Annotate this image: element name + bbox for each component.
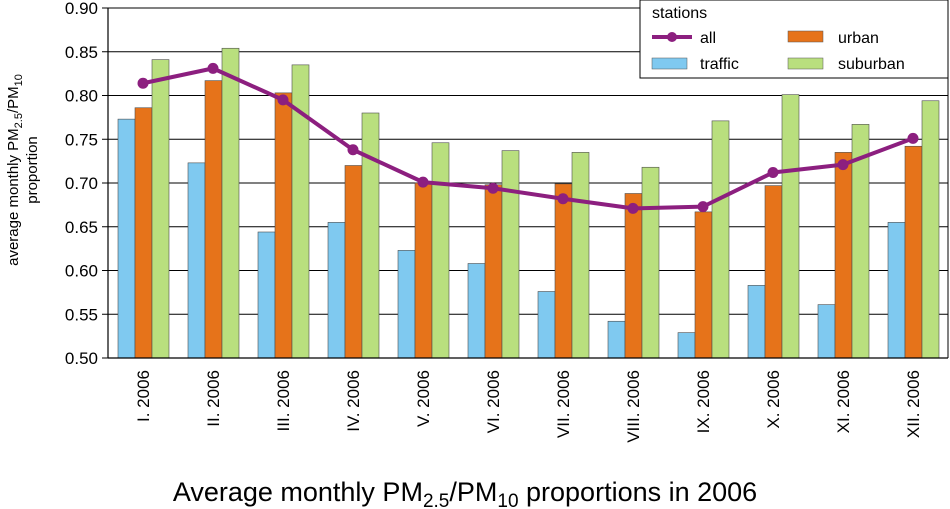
bar-suburban (571, 152, 590, 359)
point-all (417, 176, 429, 188)
legend-all-swatch-marker (667, 32, 677, 42)
x-tick-label: IX. 2006 (694, 370, 713, 433)
x-tick-label: V. 2006 (414, 370, 433, 427)
legend-traffic-swatch (651, 57, 688, 70)
x-tick-label: III. 2006 (274, 370, 293, 431)
bar-suburban (781, 94, 800, 359)
bar-traffic (327, 222, 346, 359)
point-all (347, 144, 359, 156)
bar-traffic (677, 332, 696, 359)
x-tick-label: VI. 2006 (484, 370, 503, 433)
y-tick-label: 0.90 (65, 0, 98, 18)
bar-suburban (431, 142, 450, 359)
bar-suburban (151, 59, 170, 359)
bar-urban (344, 165, 363, 359)
bar-suburban (641, 166, 660, 359)
y-tick-label: 0.60 (65, 262, 98, 281)
bar-traffic (887, 222, 906, 359)
bar-urban (904, 145, 923, 359)
bar-traffic (117, 118, 136, 359)
bar-urban (414, 182, 433, 359)
y-axis-title: average monthly PM2.5/PM10 (5, 74, 25, 266)
bar-traffic (747, 285, 766, 359)
y-tick-label: 0.80 (65, 87, 98, 106)
legend-urban-swatch (787, 30, 824, 43)
bar-traffic (257, 231, 276, 359)
bar-urban (764, 185, 783, 359)
bar-suburban (501, 150, 520, 359)
point-all (837, 159, 849, 171)
y-tick-label: 0.65 (65, 218, 98, 237)
legend-label-all: all (700, 30, 716, 47)
bar-urban (134, 107, 153, 359)
y-tick-label: 0.70 (65, 174, 98, 193)
point-all (487, 182, 499, 194)
y-axis-title-line2: proportion (24, 136, 41, 204)
bar-urban (624, 193, 643, 359)
x-tick-label: XI. 2006 (834, 370, 853, 433)
bar-traffic (537, 291, 556, 359)
bar-traffic (467, 263, 486, 359)
bar-traffic (817, 304, 836, 359)
bar-urban (554, 183, 573, 359)
x-tick-label: II. 2006 (204, 370, 223, 427)
point-all (277, 94, 289, 106)
bar-suburban (361, 112, 380, 359)
x-tick-label: XII. 2006 (904, 370, 923, 438)
bar-suburban (921, 100, 940, 359)
legend: stations all urban traffic suburban (639, 0, 949, 79)
x-tick-label: VIII. 2006 (624, 370, 643, 443)
y-tick-label: 0.50 (65, 349, 98, 368)
chart-title: Average monthly PM2.5/PM10 proportions i… (173, 477, 757, 509)
point-all (697, 201, 709, 213)
bar-urban (694, 211, 713, 359)
y-tick-label: 0.75 (65, 130, 98, 149)
x-tick-labels: I. 2006 II. 2006 III. 2006 IV. 2006 V. 2006 V… (134, 370, 923, 443)
y-tick-labels: 0.50 0.55 0.60 0.65 0.70 0.75 0.80 0.85 0.90 (65, 0, 98, 368)
bar-suburban (711, 120, 730, 359)
bar-urban (204, 80, 223, 359)
bar-traffic (607, 320, 626, 359)
legend-title: stations (652, 5, 707, 22)
bar-urban (484, 184, 503, 359)
legend-suburban-swatch (787, 57, 824, 70)
x-tick-label: IV. 2006 (344, 370, 363, 432)
point-all (767, 167, 779, 178)
x-tick-label: I. 2006 (134, 370, 153, 422)
series-line-all (142, 66, 914, 211)
bar-traffic (397, 250, 416, 359)
legend-label-suburban: suburban (838, 56, 905, 73)
point-all (627, 202, 639, 214)
all-series-line (137, 62, 919, 214)
x-tick-label: X. 2006 (764, 370, 783, 429)
point-all (137, 77, 149, 89)
legend-label-urban: urban (838, 30, 879, 47)
bar-urban (274, 92, 293, 359)
bar-urban (834, 152, 853, 359)
legend-label-traffic: traffic (700, 56, 739, 73)
y-tick-label: 0.55 (65, 305, 98, 324)
point-all (907, 132, 919, 144)
point-all (207, 62, 219, 74)
bar-traffic (187, 162, 206, 359)
bar-suburban (221, 47, 240, 359)
x-tick-label: VII. 2006 (554, 370, 573, 438)
y-tick-label: 0.85 (65, 43, 98, 62)
bars (117, 47, 940, 359)
point-all (557, 193, 569, 205)
